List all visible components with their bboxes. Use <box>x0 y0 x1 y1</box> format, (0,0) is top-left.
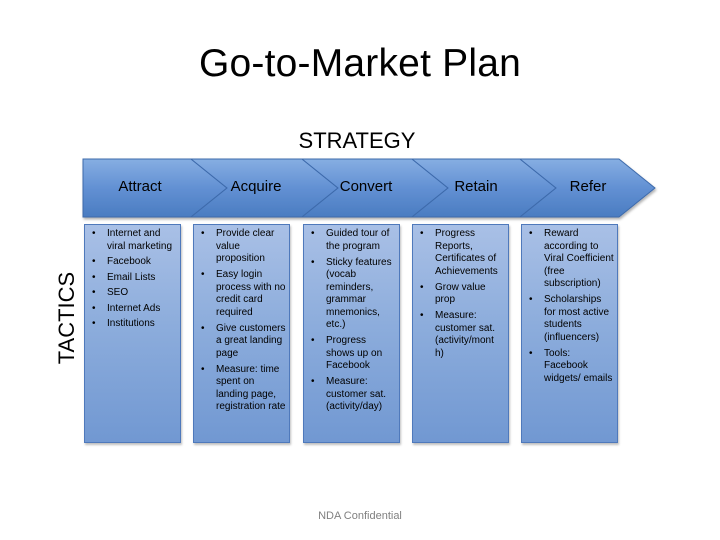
tactics-list: Provide clear value proposition Easy log… <box>198 228 286 414</box>
strategy-label: STRATEGY <box>298 128 416 153</box>
tactics-list: Internet and viral marketing Facebook Em… <box>89 228 177 331</box>
tactic-item: Progress Reports, Certificates of Achiev… <box>420 228 505 278</box>
tactic-item: Guided tour of the program <box>311 228 396 253</box>
tactic-item: Progress shows up on Facebook <box>311 335 396 373</box>
tactic-item: Measure: time spent on landing page, reg… <box>201 364 286 414</box>
tactic-item: Give customers a great landing page <box>201 323 286 361</box>
tactics-box-refer: Reward according to Viral Coefficient (f… <box>521 224 618 443</box>
tactics-box-acquire: Provide clear value proposition Easy log… <box>193 224 290 443</box>
tactic-item: Email Lists <box>92 272 177 285</box>
tactics-box-attract: Internet and viral marketing Facebook Em… <box>84 224 181 443</box>
stage-label-refer: Refer <box>569 178 607 195</box>
stage-label-retain: Retain <box>454 178 498 195</box>
tactic-item: Grow value prop <box>420 282 505 307</box>
tactic-item: Institutions <box>92 318 177 331</box>
stage-label-attract: Attract <box>118 178 162 195</box>
stage-label-acquire: Acquire <box>230 178 282 195</box>
tactic-item: Internet and viral marketing <box>92 228 177 253</box>
tactics-box-retain: Progress Reports, Certificates of Achiev… <box>412 224 509 443</box>
tactic-item: Tools: Facebook widgets/ emails <box>529 348 614 386</box>
footer-confidential: NDA Confidential <box>318 510 402 522</box>
tactic-item: Measure: customer sat. (activity/mont h) <box>420 310 505 360</box>
tactic-item: Easy login process with no credit card r… <box>201 269 286 319</box>
tactics-box-convert: Guided tour of the program Sticky featur… <box>303 224 400 443</box>
tactics-list: Reward according to Viral Coefficient (f… <box>526 228 614 385</box>
page-title: Go-to-Market Plan <box>198 42 521 85</box>
tactic-item: SEO <box>92 287 177 300</box>
stage-chevron-refer <box>518 158 656 218</box>
tactic-item: Facebook <box>92 256 177 269</box>
tactics-list: Progress Reports, Certificates of Achiev… <box>417 228 505 360</box>
tactic-item: Sticky features (vocab reminders, gramma… <box>311 257 396 332</box>
tactic-item: Measure: customer sat. (activity/day) <box>311 376 396 414</box>
tactic-item: Reward according to Viral Coefficient (f… <box>529 228 614 291</box>
tactic-item: Provide clear value proposition <box>201 228 286 266</box>
stage-label-convert: Convert <box>339 178 393 195</box>
tactic-item: Scholarships for most active students (i… <box>529 294 614 344</box>
tactics-list: Guided tour of the program Sticky featur… <box>308 228 396 414</box>
tactic-item: Internet Ads <box>92 303 177 316</box>
